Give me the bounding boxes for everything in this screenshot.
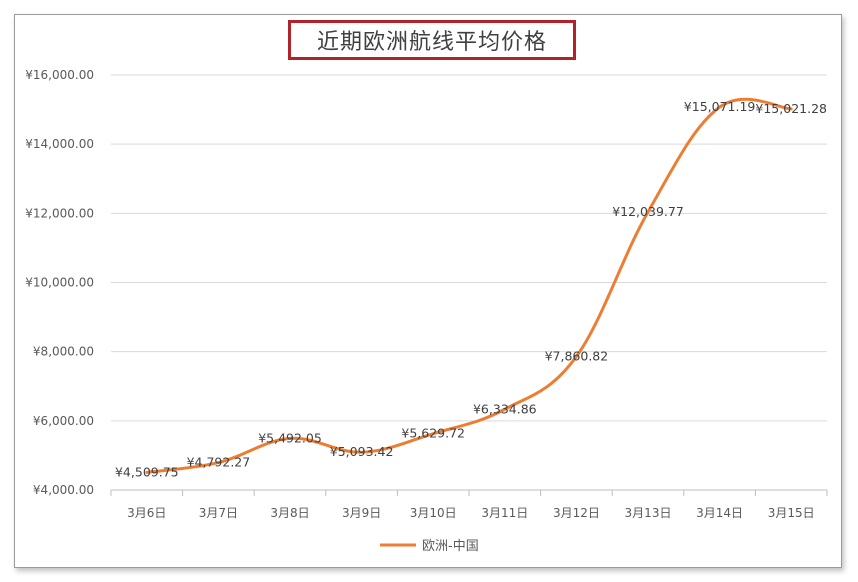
y-tick-label: ¥8,000.00 (33, 345, 94, 359)
data-label: ¥4,792.27 (187, 455, 251, 470)
y-tick-label: ¥10,000.00 (25, 276, 94, 290)
x-tick-label: 3月14日 (696, 506, 743, 520)
data-label: ¥5,492.05 (258, 430, 322, 445)
y-tick-label: ¥14,000.00 (25, 137, 94, 151)
data-label: ¥5,629.72 (401, 426, 465, 441)
legend-label: 欧洲-中国 (422, 539, 479, 554)
x-tick-label: 3月10日 (410, 506, 457, 520)
data-label: ¥5,093.42 (330, 444, 394, 459)
y-tick-label: ¥12,000.00 (25, 206, 94, 220)
chart-panel (14, 14, 842, 568)
x-tick-label: 3月15日 (768, 506, 815, 520)
chart-title: 近期欧洲航线平均价格 (288, 20, 576, 60)
data-label: ¥15,021.28 (755, 101, 827, 116)
data-label: ¥4,509.75 (115, 464, 179, 479)
y-tick-label: ¥4,000.00 (33, 483, 94, 497)
x-tick-label: 3月12日 (553, 506, 600, 520)
data-label: ¥6,334.86 (473, 401, 537, 416)
series-line-europe-china (145, 97, 793, 474)
x-tick-label: 3月8日 (270, 506, 309, 520)
x-tick-label: 3月13日 (625, 506, 672, 520)
x-tick-label: 3月11日 (481, 506, 528, 520)
data-label: ¥12,039.77 (612, 204, 684, 219)
data-label: ¥15,071.19 (684, 99, 756, 114)
x-tick-label: 3月6日 (127, 506, 166, 520)
data-label: ¥7,860.82 (545, 348, 609, 363)
y-tick-label: ¥6,000.00 (33, 414, 94, 428)
y-tick-label: ¥16,000.00 (25, 68, 94, 82)
x-tick-label: 3月7日 (199, 506, 238, 520)
x-tick-label: 3月9日 (342, 506, 381, 520)
